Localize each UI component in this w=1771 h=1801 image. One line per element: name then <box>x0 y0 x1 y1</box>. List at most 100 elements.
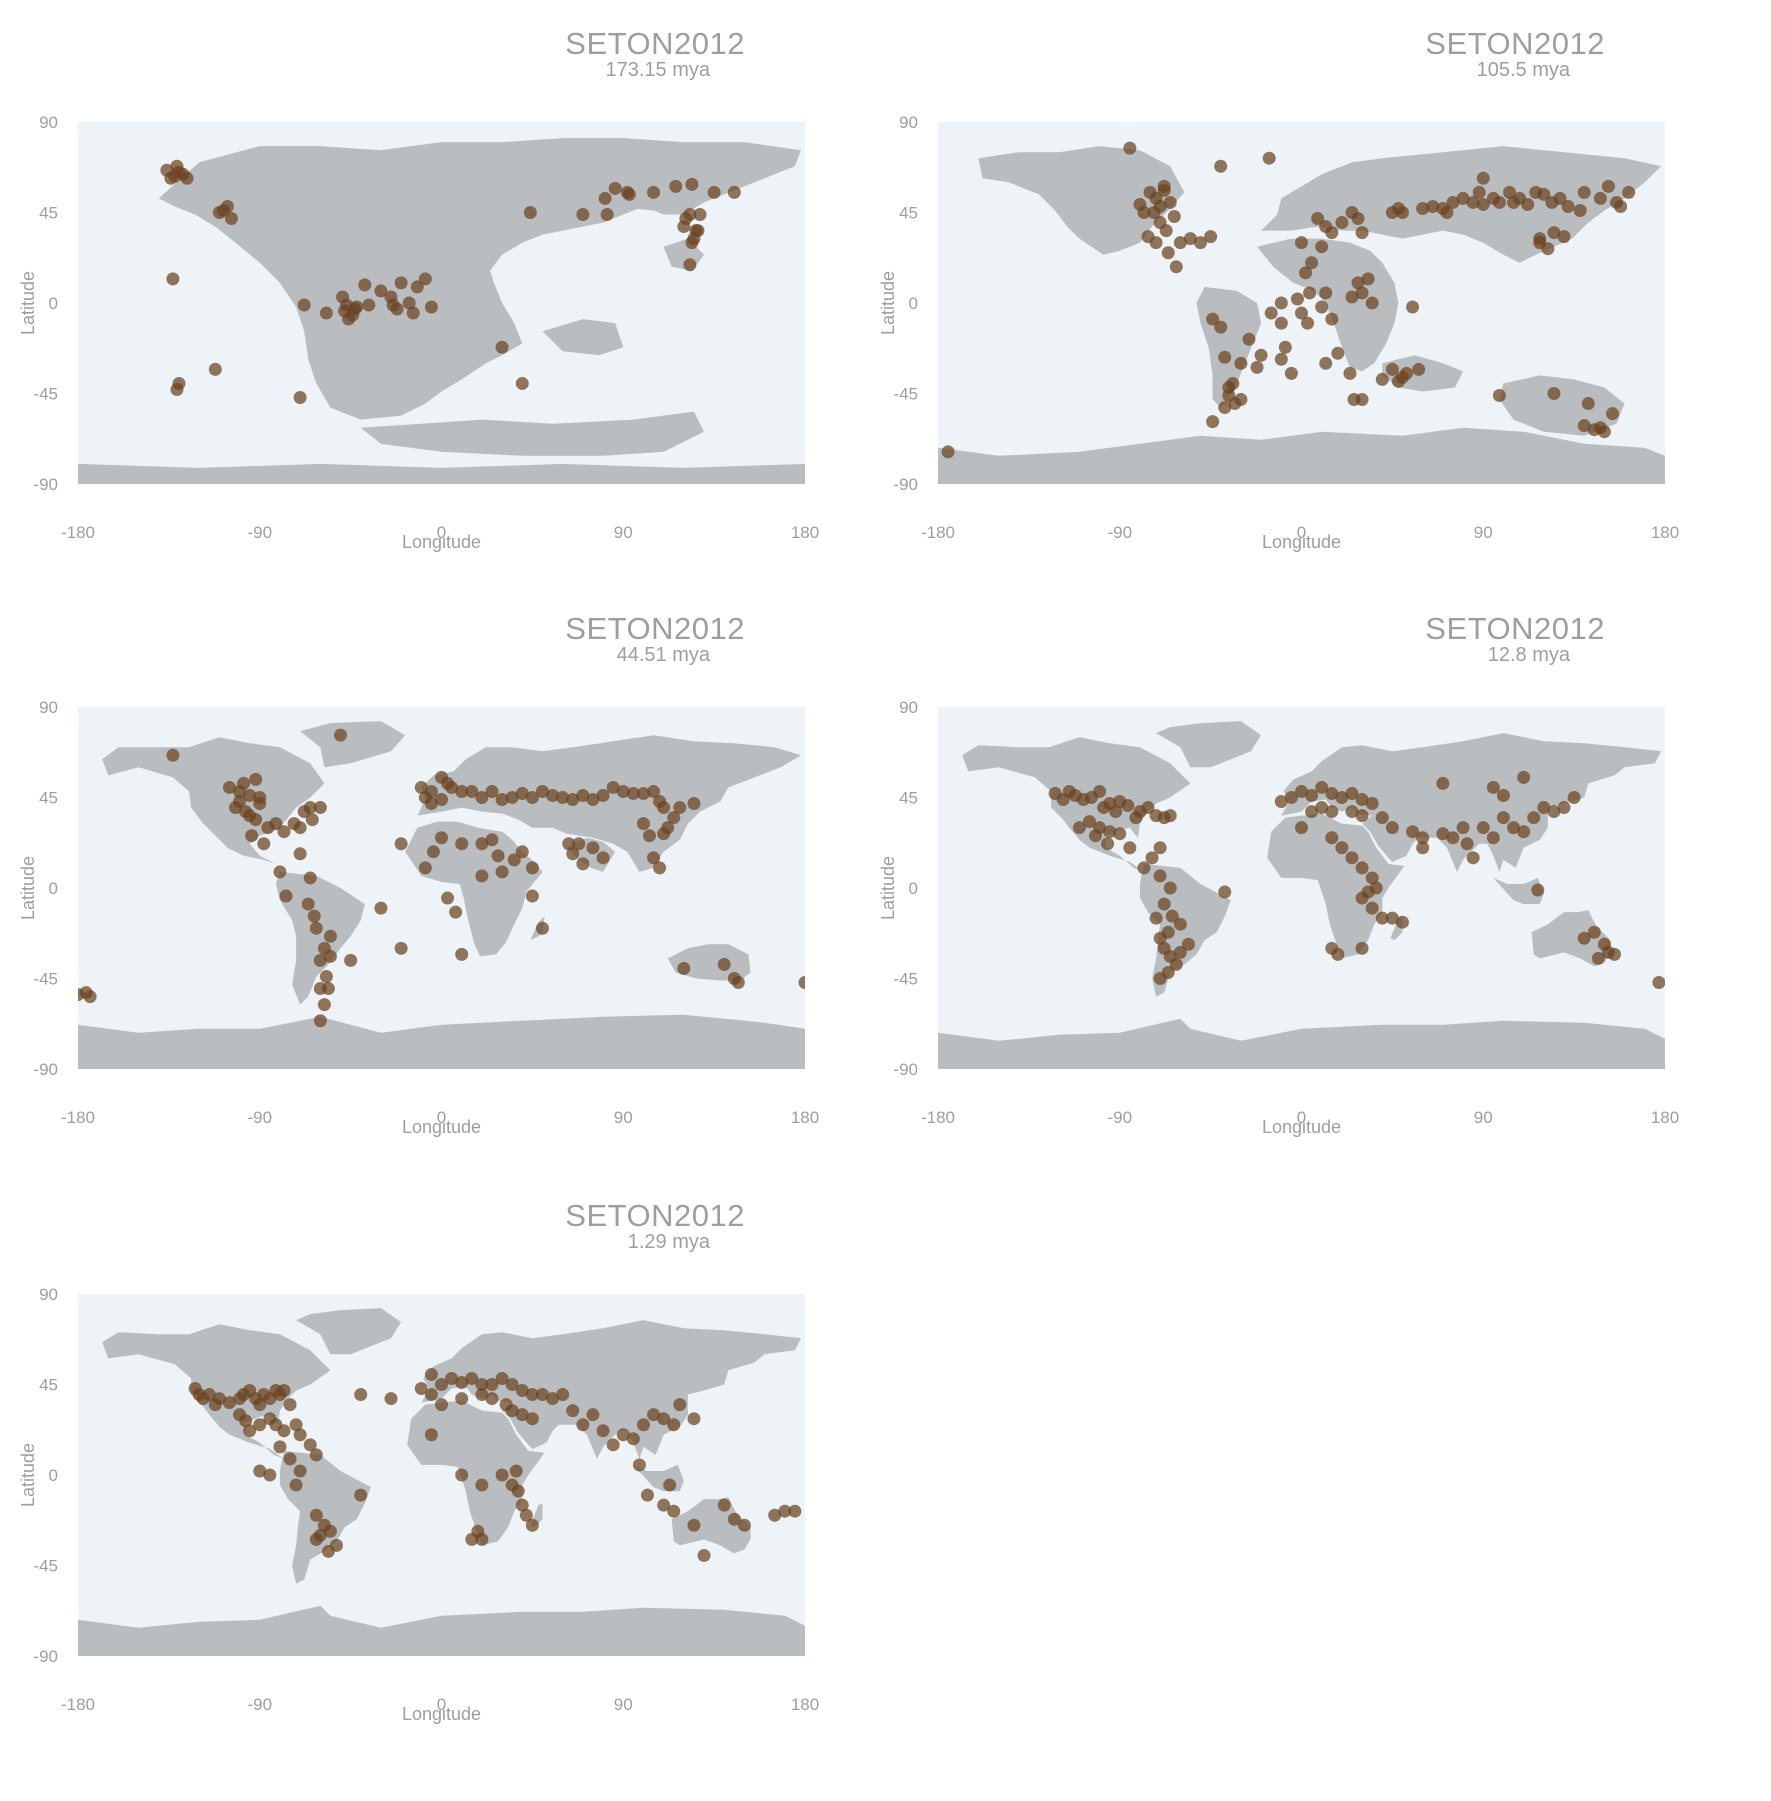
occurrence-point <box>600 208 614 222</box>
occurrence-point <box>303 871 317 885</box>
x-tick-label: -90 <box>247 523 272 542</box>
occurrence-point <box>1365 296 1379 310</box>
occurrence-point <box>737 1518 751 1532</box>
occurrence-point <box>222 1396 236 1410</box>
occurrence-point <box>1446 195 1460 209</box>
y-axis-title: Latitude <box>18 1443 38 1507</box>
occurrence-point <box>1395 915 1409 929</box>
occurrence-point <box>525 889 539 903</box>
occurrence-point <box>1222 389 1236 403</box>
occurrence-point <box>647 185 661 199</box>
occurrence-point <box>1355 941 1369 955</box>
occurrence-point <box>1426 199 1440 213</box>
occurrence-point <box>1121 799 1135 813</box>
y-tick-label: 0 <box>49 294 58 313</box>
occurrence-point <box>374 901 388 915</box>
occurrence-point <box>1109 805 1123 819</box>
occurrence-point <box>1587 925 1601 939</box>
occurrence-point <box>289 1478 303 1492</box>
occurrence-point <box>465 1371 479 1385</box>
occurrence-point <box>1406 300 1420 314</box>
occurrence-point <box>1355 226 1369 240</box>
occurrence-point <box>273 1440 287 1454</box>
occurrence-point <box>515 1408 529 1422</box>
occurrence-point <box>1561 199 1575 213</box>
occurrence-point <box>293 1464 307 1478</box>
occurrence-point <box>208 362 222 376</box>
y-tick-label: 90 <box>39 113 58 132</box>
occurrence-point <box>798 976 805 990</box>
occurrence-point <box>693 208 707 222</box>
occurrence-point <box>643 829 657 843</box>
occurrence-point <box>657 827 671 841</box>
occurrence-point <box>336 290 350 304</box>
occurrence-point <box>1214 159 1228 173</box>
occurrence-point <box>1573 203 1587 217</box>
x-tick-label: 90 <box>614 523 633 542</box>
occurrence-point <box>1218 401 1232 415</box>
occurrence-point <box>1274 316 1288 330</box>
y-tick-label: -45 <box>33 1557 58 1576</box>
y-tick-label: 90 <box>39 1285 58 1304</box>
occurrence-point <box>1547 805 1561 819</box>
y-axis-title: Latitude <box>878 856 898 920</box>
occurrence-point <box>606 1438 620 1452</box>
occurrence-point <box>535 1388 549 1402</box>
occurrence-point <box>323 1524 337 1538</box>
panel-subtitle: 105.5 mya <box>1476 59 1570 81</box>
occurrence-point <box>683 208 697 222</box>
landmass <box>1267 813 1405 959</box>
occurrence-point <box>1254 348 1268 362</box>
occurrence-point <box>1343 366 1357 380</box>
occurrence-point <box>1169 957 1183 971</box>
occurrence-point <box>687 1412 701 1426</box>
occurrence-point <box>640 1488 654 1502</box>
y-tick-label: 0 <box>909 294 918 313</box>
occurrence-point <box>424 784 438 798</box>
occurrence-point <box>1365 797 1379 811</box>
occurrence-point <box>1476 171 1490 185</box>
occurrence-point <box>1406 825 1420 839</box>
occurrence-point <box>1355 891 1369 905</box>
occurrence-point <box>727 185 741 199</box>
y-tick-label: -45 <box>893 385 918 404</box>
occurrence-point <box>1250 360 1264 374</box>
occurrence-point <box>1335 791 1349 804</box>
y-axis-title: Latitude <box>18 271 38 335</box>
occurrence-point <box>1315 780 1329 794</box>
occurrence-point <box>1385 362 1399 376</box>
occurrence-point <box>1290 292 1304 306</box>
occurrence-point <box>1614 199 1628 213</box>
occurrence-point <box>535 784 549 798</box>
occurrence-point <box>556 1388 570 1402</box>
occurrence-point <box>1466 195 1480 209</box>
occurrence-point <box>1157 897 1171 911</box>
occurrence-point <box>525 791 539 804</box>
occurrence-point <box>515 1384 529 1398</box>
occurrence-point <box>1214 320 1228 334</box>
y-tick-label: 90 <box>899 113 918 132</box>
occurrence-point <box>239 1414 253 1428</box>
occurrence-point <box>515 845 529 859</box>
landmass-layer <box>938 721 1665 1069</box>
occurrence-point <box>657 1412 671 1426</box>
occurrence-point <box>556 791 570 804</box>
occurrence-point <box>317 998 331 1012</box>
y-tick-label: 90 <box>899 698 918 717</box>
occurrence-point <box>1133 197 1147 211</box>
occurrence-point <box>418 861 432 875</box>
occurrence-point <box>1577 931 1591 945</box>
occurrence-point <box>1436 827 1450 841</box>
occurrence-point <box>435 1398 448 1412</box>
landmass <box>78 1605 805 1656</box>
x-tick-label: 180 <box>791 1695 819 1714</box>
x-tick-label: -90 <box>1107 1108 1132 1127</box>
occurrence-point <box>598 191 612 205</box>
occurrence-point <box>245 829 259 843</box>
panel-subtitle: 12.8 mya <box>1487 644 1570 666</box>
landmass <box>407 1400 545 1546</box>
occurrence-point <box>1141 801 1155 815</box>
map-plot: 90 45 0 -45 -90 -180 -90 0 90 180 Longitude Latitud… <box>878 113 1679 552</box>
occurrence-point <box>1533 232 1547 246</box>
landmass <box>1499 375 1625 436</box>
